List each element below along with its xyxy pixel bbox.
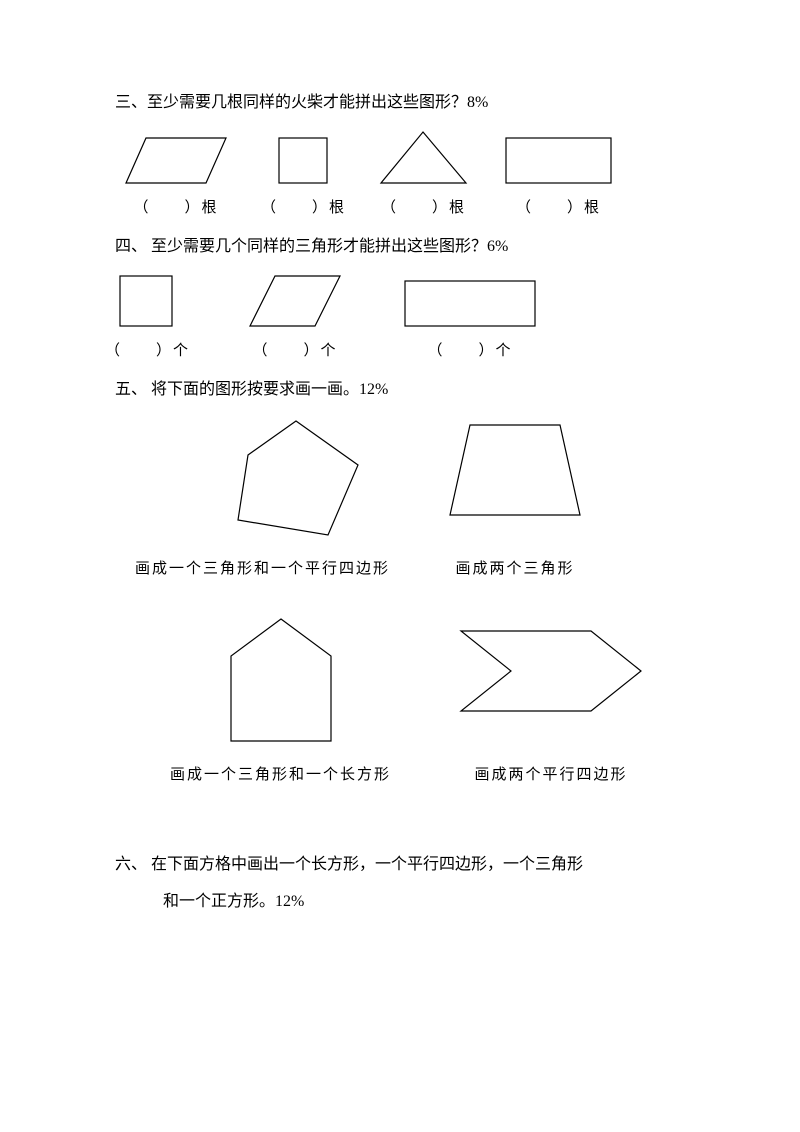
q4-label-2: （ ）个: [428, 339, 513, 363]
parallelogram-icon: [121, 133, 231, 188]
square-icon: [274, 133, 334, 188]
q4-label-1: （ ）个: [253, 339, 338, 363]
q5-shape-trapezoid: 画成两个三角形: [440, 415, 590, 581]
q6-heading-line2: 和一个正方形。12%: [115, 889, 700, 915]
trapezoid-icon: [440, 415, 590, 525]
q5-row1: 画成一个三角形和一个平行四边形 画成两个三角形: [195, 415, 700, 581]
q5-caption-2: 画成一个三角形和一个长方形: [170, 763, 391, 787]
q4-heading: 四、 至少需要几个同样的三角形才能拼出这些图形？6%: [115, 234, 700, 260]
q5-shape-pentagon: 画成一个三角形和一个平行四边形: [195, 415, 390, 581]
q4-shape-rectangle: （ ）个: [400, 276, 540, 363]
q3-shape-triangle: （ ）根: [376, 128, 471, 220]
q5-heading: 五、 将下面的图形按要求画一画。12%: [115, 377, 700, 403]
q3-shapes-row: （ ）根 （ ）根 （ ）根 （ ）根: [121, 128, 700, 220]
parallelogram-icon: [245, 271, 345, 331]
pentagon-irregular-icon: [218, 415, 368, 545]
rectangle-icon: [501, 133, 616, 188]
q4-shape-square: （ ）个: [105, 271, 190, 363]
triangle-icon: [376, 128, 471, 188]
q3-label-0: （ ）根: [133, 196, 218, 220]
q5-caption-3: 画成两个平行四边形: [475, 763, 628, 787]
arrow-hexagon-icon: [451, 611, 651, 726]
q5-shape-arrow: 画成两个平行四边形: [451, 611, 651, 787]
q3-label-2: （ ）根: [381, 196, 466, 220]
q5-caption-0: 画成一个三角形和一个平行四边形: [135, 557, 390, 581]
q3-shape-parallelogram: （ ）根: [121, 133, 231, 220]
q5-row2: 画成一个三角形和一个长方形 画成两个平行四边形: [170, 611, 700, 787]
square-icon: [115, 271, 180, 331]
q4-shapes-row: （ ）个 （ ）个 （ ）个: [105, 271, 700, 363]
q6-heading: 六、 在下面方格中画出一个长方形，一个平行四边形，一个三角形: [115, 852, 700, 878]
q4-label-0: （ ）个: [105, 339, 190, 363]
q3-heading: 三、至少需要几根同样的火柴才能拼出这些图形？8%: [115, 90, 700, 116]
q5-caption-1: 画成两个三角形: [456, 557, 575, 581]
q3-label-1: （ ）根: [261, 196, 346, 220]
rectangle-icon: [400, 276, 540, 331]
q3-label-3: （ ）根: [516, 196, 601, 220]
q4-shape-parallelogram: （ ）个: [245, 271, 345, 363]
q3-shape-rectangle: （ ）根: [501, 133, 616, 220]
house-pentagon-icon: [216, 611, 346, 751]
q5-shape-house: 画成一个三角形和一个长方形: [170, 611, 391, 787]
q3-shape-square: （ ）根: [261, 133, 346, 220]
